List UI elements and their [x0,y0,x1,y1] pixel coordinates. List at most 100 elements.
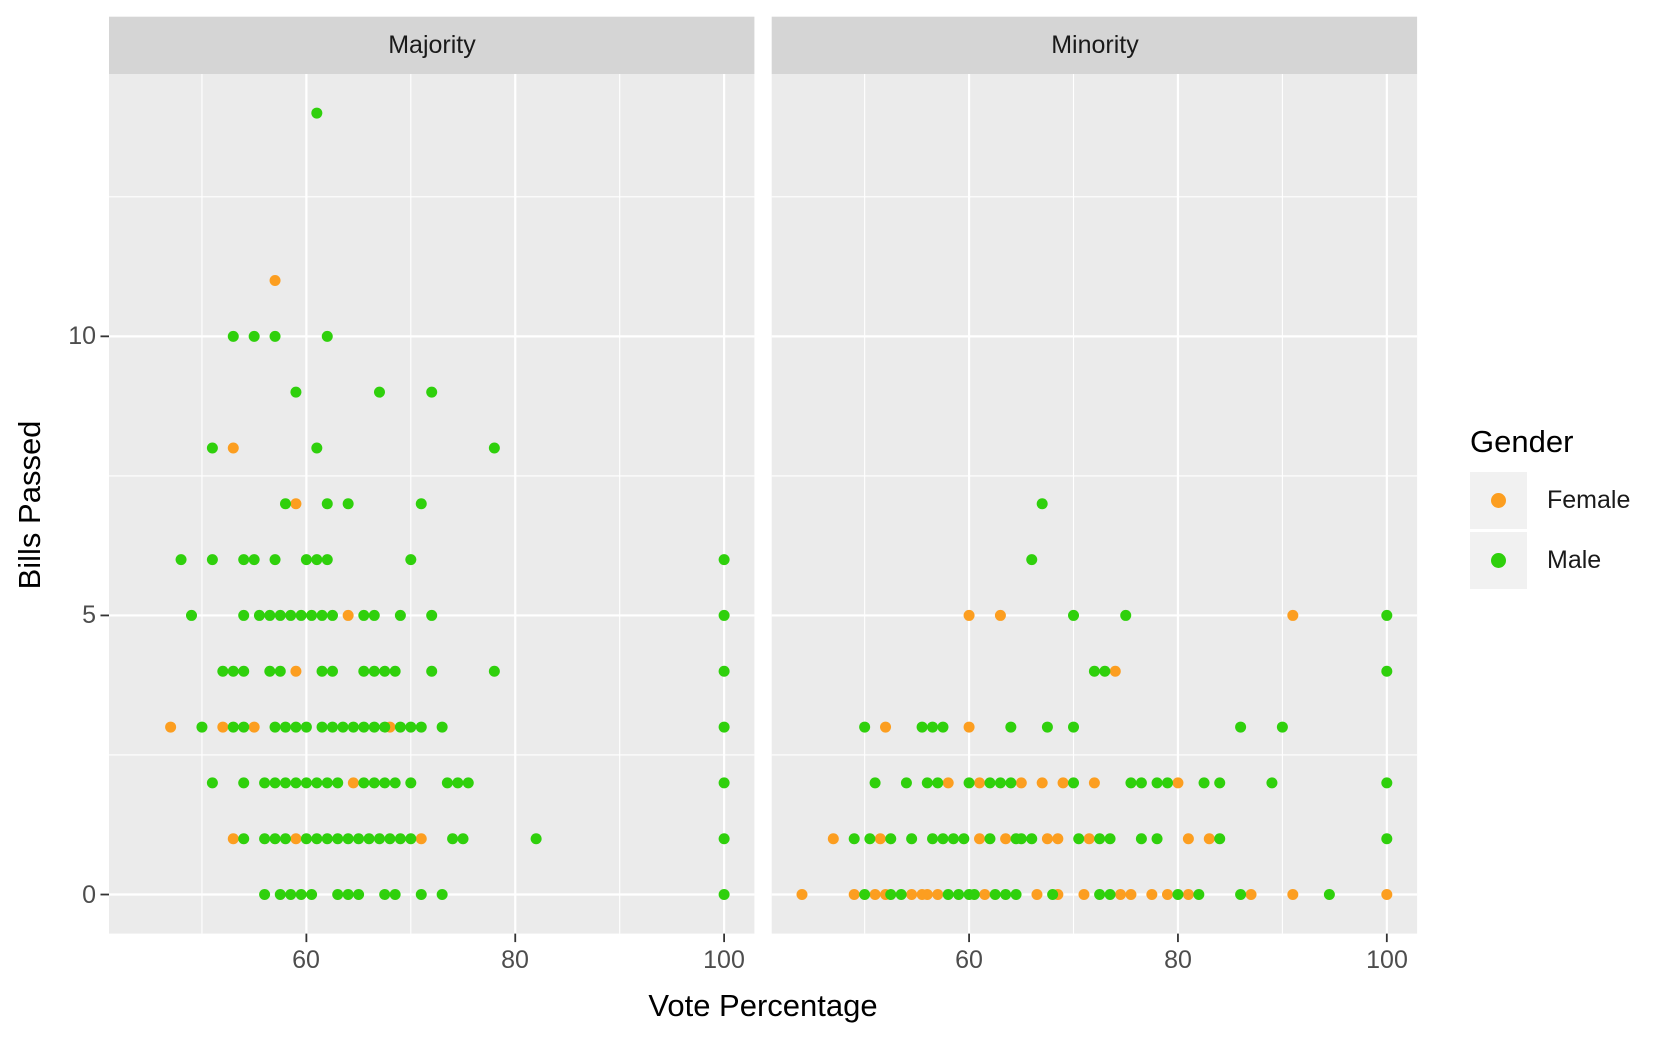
data-point-female [974,833,986,845]
data-point-female [1245,889,1257,901]
data-point-male [984,777,996,789]
data-point-male [379,777,391,789]
legend-title: Gender [1470,424,1574,459]
data-point-male [238,721,250,733]
data-point-male [1266,777,1278,789]
data-point-male [238,777,250,789]
data-point-male [859,889,871,901]
data-point-male [368,721,380,733]
data-point-male [452,777,464,789]
data-point-female [1015,777,1027,789]
data-point-male [373,833,385,845]
data-point-male [1094,833,1106,845]
data-point-male [206,777,218,789]
data-point-female [994,609,1006,621]
data-point-male [1094,889,1106,901]
data-point-male [347,721,359,733]
facet-strip [109,16,755,74]
data-point-male [718,609,730,621]
data-point-male [415,889,427,901]
data-point-male [311,554,323,566]
data-point-male [1041,721,1053,733]
data-point-male [248,554,260,566]
data-point-male [1068,609,1080,621]
data-point-male [285,889,297,901]
data-point-male [963,777,975,789]
data-point-male [989,889,1001,901]
data-point-female [1381,889,1393,901]
data-point-male [269,721,281,733]
data-point-male [269,777,281,789]
data-point-male [859,721,871,733]
data-point-male [358,777,370,789]
y-tick-label-10: 10 [68,322,96,350]
data-point-male [373,386,385,398]
data-point-male [290,721,302,733]
data-point-female [974,777,986,789]
data-point-male [1104,833,1116,845]
data-point-male [332,889,344,901]
data-point-female [1057,777,1069,789]
data-point-male [394,721,406,733]
data-point-male [1235,889,1247,901]
data-point-male [984,833,996,845]
data-point-male [311,777,323,789]
data-point-male [379,889,391,901]
data-point-male [718,777,730,789]
data-point-female [290,665,302,677]
data-point-female [290,833,302,845]
data-point-male [1172,889,1184,901]
data-point-male [332,833,344,845]
data-point-male [295,889,307,901]
data-point-male [259,777,271,789]
data-point-male [1026,833,1038,845]
data-point-female [874,833,886,845]
data-point-male [488,442,500,454]
data-point-male [206,442,218,454]
data-point-male [285,609,297,621]
data-point-male [457,833,469,845]
data-point-male [1151,777,1163,789]
data-point-male [321,777,333,789]
data-point-male [885,833,897,845]
data-point-male [368,609,380,621]
data-point-male [1151,833,1163,845]
data-point-male [869,777,881,789]
data-point-female [1078,889,1090,901]
data-point-female [1162,889,1174,901]
data-point-male [206,554,218,566]
data-point-male [900,777,912,789]
data-point-male [227,721,239,733]
data-point-male [405,777,417,789]
data-point-male [1198,777,1210,789]
data-point-male [462,777,474,789]
data-point-female [1287,609,1299,621]
data-point-male [316,665,328,677]
data-point-male [186,609,198,621]
data-point-male [436,721,448,733]
y-axis-title: Bills Passed [12,420,47,590]
data-point-male [300,833,312,845]
data-point-male [415,721,427,733]
data-point-female [848,889,860,901]
data-point-male [942,889,954,901]
data-point-female [1182,833,1194,845]
data-point-female [1125,889,1137,901]
data-point-male [1135,777,1147,789]
data-point-male [937,833,949,845]
legend-key-label: Male [1547,546,1602,574]
x-axis-title: Vote Percentage [648,988,878,1023]
data-point-male [718,833,730,845]
x-tick-label-minority-60: 60 [955,946,983,974]
facet-strip [771,16,1418,74]
data-point-male [916,721,928,733]
data-point-female [1182,889,1194,901]
data-point-male [394,609,406,621]
data-point-male [175,554,187,566]
data-point-male [1381,777,1393,789]
data-point-male [1005,721,1017,733]
x-tick-label-majority-60: 60 [292,946,320,974]
data-point-female [827,833,839,845]
data-point-male [426,609,438,621]
data-point-male [1036,498,1048,510]
